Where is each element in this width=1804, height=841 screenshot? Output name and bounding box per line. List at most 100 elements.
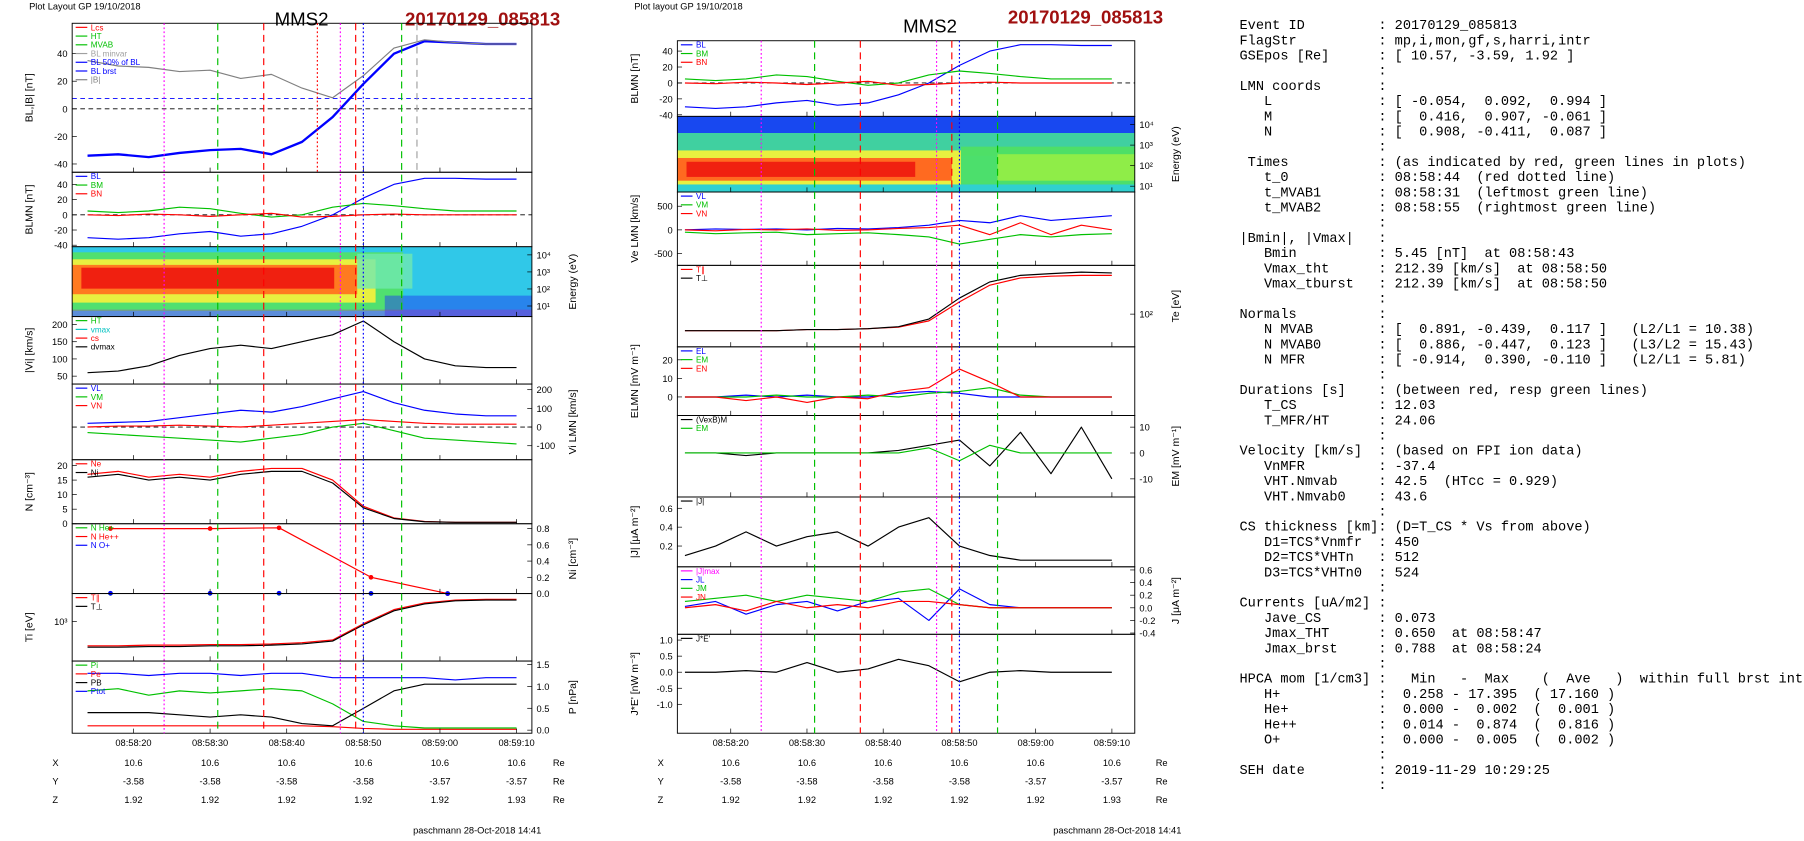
trace <box>87 599 517 648</box>
info-line: H+ : 0.258 - 17.395 ( 17.160 ) <box>1240 688 1616 703</box>
y-tick-label: -40 <box>54 241 67 251</box>
trace <box>684 444 1112 462</box>
y-tick-label: -20 <box>54 132 67 142</box>
y-tick-label: -40 <box>54 159 67 169</box>
legend-label: vmax <box>91 325 110 334</box>
legend-label: EM <box>696 356 708 365</box>
y-tick-label: -0.4 <box>1139 629 1155 639</box>
y-axis-label: BL,|B| [nT] <box>25 73 36 122</box>
trace <box>684 390 1112 398</box>
y-tick-label: 0 <box>62 210 67 220</box>
y-tick-label: 20 <box>57 195 67 205</box>
y-tick-label: 0.0 <box>537 589 550 599</box>
legend-label: J*E' <box>696 634 711 643</box>
panel-frame <box>71 459 533 525</box>
y-tick-label: 0 <box>537 423 542 433</box>
y-axis-label: N [cm⁻³] <box>25 472 36 511</box>
position-value: 1.92 <box>201 795 219 805</box>
trace <box>87 177 517 240</box>
position-label: Y <box>52 776 58 786</box>
y-tick-label: 100 <box>537 404 553 414</box>
legend-label: BL 50% of BL <box>91 58 141 67</box>
trace <box>87 40 517 159</box>
trace <box>684 517 1112 561</box>
y-tick-label: 40 <box>57 49 67 59</box>
y-tick-label: 0.6 <box>660 504 673 514</box>
x-tick-label: 08:58:40 <box>269 738 305 748</box>
layout-label: Plot layout GP 19/10/2018 <box>634 1 742 11</box>
legend-label: Ptot <box>91 687 106 696</box>
y-tick-label: 0 <box>62 104 67 114</box>
legend-label: EN <box>696 364 707 373</box>
info-line: |Bmin|, |Vmax| : <box>1240 232 1387 247</box>
position-value: -3.58 <box>353 776 374 786</box>
trace <box>87 467 517 523</box>
y-tick-label: 0.5 <box>660 652 673 662</box>
info-line: t_MVAB1 : 08:58:31 (leftmost green line) <box>1240 186 1648 201</box>
y-tick-label: -40 <box>659 110 672 120</box>
trace <box>684 215 1112 231</box>
y-tick-label: 1.0 <box>660 636 673 646</box>
y-tick-label: 15 <box>57 476 67 486</box>
info-line: N MVAB : [ 0.891, -0.439, 0.117 ] (L2/L1… <box>1240 323 1755 338</box>
y-tick-label: 40 <box>57 180 67 190</box>
y-tick-label: 10³ <box>1139 141 1152 151</box>
info-line: M : [ 0.416, 0.907, -0.061 ] <box>1240 110 1608 125</box>
trace <box>87 725 517 730</box>
y-tick-label: 0.2 <box>660 542 673 552</box>
trace <box>87 202 517 218</box>
position-value: 1.92 <box>124 795 142 805</box>
legend-label: |B| <box>91 76 101 85</box>
y-tick-label: 0.8 <box>537 524 550 534</box>
y-tick-label: 500 <box>657 202 673 212</box>
info-line: : <box>1240 65 1387 80</box>
position-value: 10.6 <box>874 758 892 768</box>
position-label: Z <box>52 795 58 805</box>
info-line: : <box>1240 141 1387 156</box>
info-line: Vmax_tht : 212.39 [km/s] at 08:58:50 <box>1240 262 1608 277</box>
y-tick-label: -500 <box>654 249 673 259</box>
trace <box>87 688 517 729</box>
info-line: N MFR : [ -0.914, 0.390, -0.110 ] (L2/L1… <box>1240 353 1746 368</box>
legend-label: N O+ <box>91 541 110 550</box>
panel-frame <box>71 171 533 248</box>
spectrogram-band <box>686 161 916 177</box>
legend-label: VN <box>696 209 707 218</box>
y-tick-label: 150 <box>52 337 68 347</box>
position-label: X <box>52 758 58 768</box>
trace <box>87 39 517 99</box>
position-value: 10.6 <box>950 758 968 768</box>
y-axis-label: |J| [μA m⁻²] <box>630 506 641 559</box>
x-tick-label: 08:58:40 <box>865 738 901 748</box>
data-point <box>207 526 213 531</box>
position-label: X <box>658 758 664 768</box>
y-tick-label: 0.4 <box>660 523 673 533</box>
y-tick-label: 10⁴ <box>537 250 551 260</box>
trace <box>110 527 448 595</box>
y-tick-label: 10¹ <box>1139 182 1152 192</box>
y-tick-label: 0 <box>668 392 673 402</box>
y-tick-label: 0.4 <box>1139 578 1152 588</box>
y-tick-label: 1.5 <box>537 660 550 670</box>
legend-label: T∥ <box>91 594 100 603</box>
position-label: Y <box>658 776 664 786</box>
info-line: Velocity [km/s] : (based on FPI ion data… <box>1240 445 1583 460</box>
spectrogram-band <box>997 154 1135 181</box>
y-tick-label: 1.0 <box>537 682 550 692</box>
position-unit: Re <box>553 795 565 805</box>
position-value: -3.58 <box>199 776 220 786</box>
panel-frame <box>676 346 1136 416</box>
y-axis-label: |Vi| [km/s] <box>25 328 36 373</box>
info-line: Bmin : 5.45 [nT] at 08:58:43 <box>1240 247 1575 262</box>
event-id: 20170129_085813 <box>405 9 560 30</box>
position-value: 10.6 <box>278 758 296 768</box>
info-line: Jmax_brst : 0.788 at 08:58:24 <box>1240 642 1542 657</box>
legend-label: VM <box>91 393 103 402</box>
y-tick-label: 0.0 <box>660 668 673 678</box>
info-line: Durations [s] : (between red, resp green… <box>1240 384 1648 399</box>
info-line: N : [ 0.908, -0.411, 0.087 ] <box>1240 125 1608 140</box>
panel-frame <box>676 264 1136 348</box>
panel-frame <box>676 633 1136 734</box>
position-value: -3.57 <box>1101 776 1122 786</box>
